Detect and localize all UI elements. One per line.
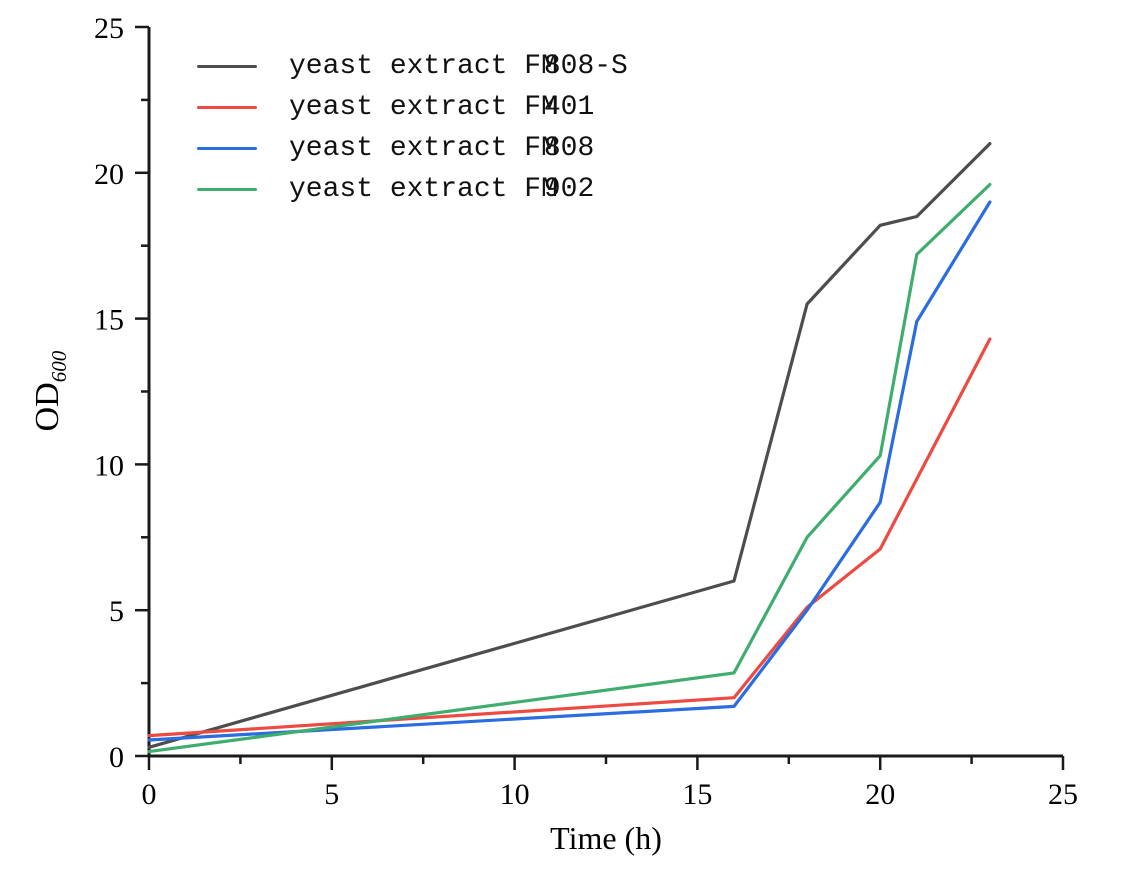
legend-label: yeast extract FM902: [289, 174, 595, 205]
x-tick-label: 15: [682, 778, 712, 811]
legend-label: yeast extract FM401: [289, 92, 595, 123]
series-line-401: [147, 337, 992, 738]
legend-entry-902: yeast extract FM902: [197, 169, 628, 210]
y-tick-label: 20: [94, 158, 124, 191]
legend-entry-401: yeast extract FM401: [197, 87, 628, 128]
series-line-902: [147, 182, 992, 754]
y-axis-title-main: OD: [29, 382, 66, 432]
y-axis-title-subscript: 600: [46, 350, 71, 383]
y-tick-label: 10: [94, 449, 124, 482]
y-axis-title: OD600: [29, 291, 71, 491]
legend-line-swatch: [197, 146, 257, 151]
y-tick-label: 0: [109, 741, 124, 774]
x-axis-title: Time (h): [550, 820, 662, 856]
chart-legend: yeast extract FM808-S yeast extract FM401…: [197, 46, 628, 210]
series-line-808: [147, 200, 992, 742]
legend-label: yeast extract FM808-S: [289, 51, 628, 82]
x-tick-label: 20: [865, 778, 895, 811]
legend-label: yeast extract FM808: [289, 133, 595, 164]
y-tick-label: 5: [109, 595, 124, 628]
x-tick-label: 10: [500, 778, 530, 811]
x-tick-label: 25: [1048, 778, 1078, 811]
legend-line-swatch: [197, 105, 257, 110]
y-tick-label: 15: [94, 304, 124, 337]
x-tick-label: 0: [142, 778, 157, 811]
legend-line-swatch: [197, 187, 257, 192]
series-line-808-S: [147, 142, 992, 749]
y-tick-label: 25: [94, 12, 124, 45]
x-tick-label: 5: [324, 778, 339, 811]
legend-line-swatch: [197, 64, 257, 69]
legend-entry-808: yeast extract FM808: [197, 128, 628, 169]
legend-entry-808-S: yeast extract FM808-S: [197, 46, 628, 87]
